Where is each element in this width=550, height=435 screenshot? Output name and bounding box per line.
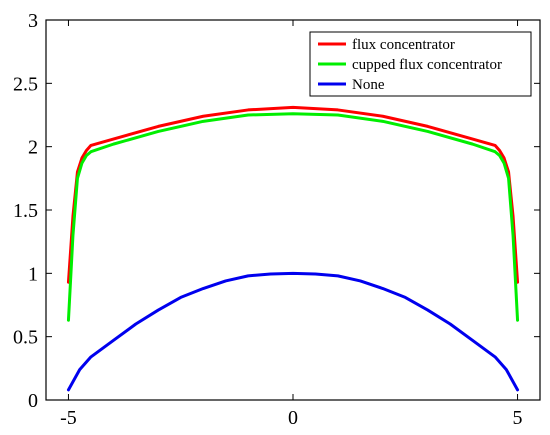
legend-box <box>309 31 532 97</box>
x-axis: -5 0 5 <box>60 20 523 429</box>
y-tick-label: 2 <box>28 137 38 159</box>
series-line-cupped-flux-concentrator <box>66 112 520 322</box>
y-tick-label: 3 <box>28 10 38 32</box>
x-tick-label: 5 <box>513 407 523 429</box>
legend-label: flux concentrator <box>352 37 455 53</box>
legend-label: None <box>352 77 385 93</box>
y-tick-label: 1.5 <box>13 200 38 222</box>
y-tick-label: 0 <box>28 390 38 412</box>
y-tick-label: 2.5 <box>13 73 38 95</box>
series-line-flux-concentrator <box>66 105 520 284</box>
series-line-none <box>66 271 520 392</box>
y-tick-label: 0.5 <box>13 327 38 349</box>
series-group <box>66 105 520 392</box>
x-tick-label: -5 <box>60 407 77 429</box>
legend-label: cupped flux concentrator <box>352 57 502 73</box>
y-axis: 0 0.5 1 1.5 2 2.5 3 <box>13 10 540 412</box>
legend: flux concentrator cupped flux concentrato… <box>309 31 532 97</box>
x-tick-label: 0 <box>288 407 298 429</box>
y-tick-label: 1 <box>28 263 38 285</box>
